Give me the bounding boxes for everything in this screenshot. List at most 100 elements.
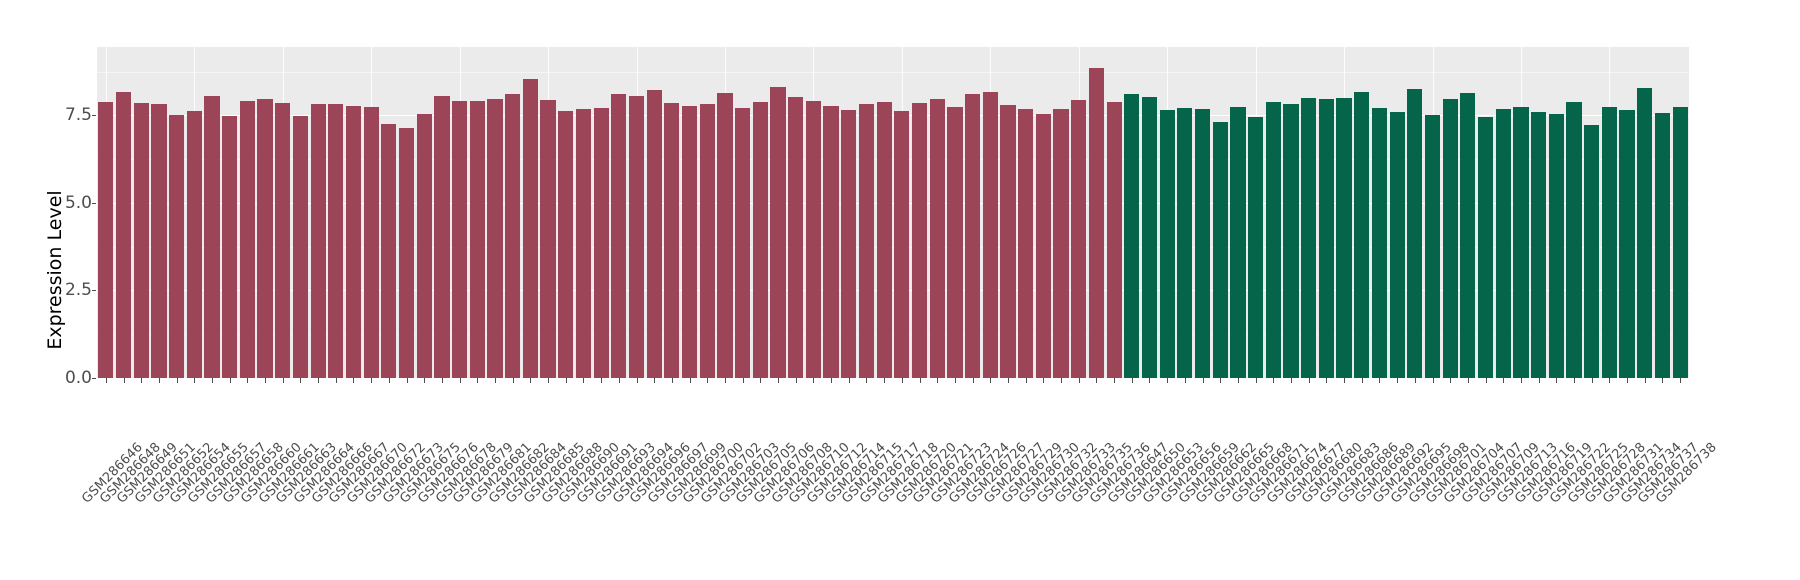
x-tick-mark bbox=[1061, 378, 1063, 383]
bar bbox=[1531, 111, 1547, 378]
bar bbox=[1513, 107, 1529, 378]
x-tick-mark bbox=[1202, 378, 1204, 383]
y-tick-mark bbox=[92, 290, 96, 292]
bar bbox=[98, 102, 114, 378]
bar bbox=[964, 93, 981, 378]
y-tick-mark bbox=[92, 202, 96, 204]
x-tick-mark bbox=[831, 378, 833, 383]
bar bbox=[204, 96, 220, 378]
bar bbox=[805, 100, 821, 378]
bar bbox=[1371, 107, 1388, 378]
x-tick-mark bbox=[176, 378, 178, 383]
x-tick-mark bbox=[1025, 378, 1027, 383]
gridline-major bbox=[97, 202, 1689, 204]
x-tick-mark bbox=[495, 378, 496, 383]
bar bbox=[257, 98, 273, 378]
x-tick-mark bbox=[1397, 378, 1399, 383]
x-tick-mark bbox=[760, 378, 762, 383]
x-tick-mark bbox=[901, 378, 903, 383]
gridline-major bbox=[97, 115, 1689, 117]
x-tick-mark bbox=[1538, 378, 1540, 383]
x-tick-mark bbox=[601, 378, 603, 383]
bar bbox=[1177, 107, 1193, 378]
bar bbox=[841, 110, 857, 378]
x-tick-mark bbox=[1043, 378, 1045, 383]
bar bbox=[522, 78, 538, 378]
bar bbox=[929, 98, 945, 378]
bar bbox=[558, 110, 574, 378]
bar bbox=[1389, 111, 1405, 378]
x-tick-mark bbox=[1503, 378, 1505, 383]
x-tick-mark bbox=[884, 378, 886, 383]
x-tick-mark bbox=[1432, 378, 1434, 383]
x-tick-mark bbox=[1114, 378, 1116, 383]
x-tick-mark bbox=[1149, 378, 1151, 383]
x-tick-mark bbox=[707, 378, 709, 383]
x-tick-mark bbox=[671, 378, 673, 383]
x-tick-mark bbox=[158, 378, 160, 383]
bar bbox=[1018, 108, 1034, 378]
bar bbox=[1424, 114, 1441, 378]
bar bbox=[858, 103, 875, 378]
bar bbox=[222, 116, 238, 378]
bar bbox=[947, 106, 963, 378]
bar bbox=[681, 105, 698, 378]
bar bbox=[1637, 87, 1653, 378]
x-tick-mark bbox=[1131, 378, 1133, 383]
bar bbox=[1124, 94, 1140, 378]
x-tick-mark bbox=[1662, 378, 1664, 383]
x-tick-mark bbox=[1361, 378, 1363, 383]
bar bbox=[186, 111, 202, 378]
bar bbox=[823, 105, 839, 378]
bar bbox=[1301, 98, 1317, 378]
bar bbox=[1053, 108, 1069, 378]
bar bbox=[292, 115, 309, 378]
x-tick-mark bbox=[1556, 378, 1558, 383]
x-tick-mark bbox=[1467, 378, 1469, 383]
bar bbox=[328, 103, 344, 378]
bar bbox=[611, 93, 627, 378]
x-tick-mark bbox=[724, 378, 726, 383]
x-tick-mark bbox=[1291, 378, 1292, 383]
x-tick-mark bbox=[229, 378, 231, 383]
x-tick-mark bbox=[194, 378, 196, 383]
x-tick-mark bbox=[618, 378, 620, 383]
x-tick-mark bbox=[1485, 378, 1487, 383]
x-tick-mark bbox=[141, 378, 143, 383]
x-tick-mark bbox=[1237, 378, 1239, 383]
x-tick-mark bbox=[866, 378, 868, 383]
bar bbox=[1000, 105, 1016, 378]
x-tick-mark bbox=[424, 378, 426, 383]
bar bbox=[911, 103, 928, 378]
bar bbox=[540, 99, 556, 378]
bar bbox=[452, 100, 468, 378]
bar bbox=[770, 87, 786, 378]
x-tick-mark bbox=[1344, 378, 1346, 383]
bar bbox=[398, 127, 415, 378]
x-tick-mark bbox=[1450, 378, 1452, 383]
x-tick-mark bbox=[778, 378, 780, 383]
x-tick-mark bbox=[1627, 378, 1629, 383]
x-tick-mark bbox=[1007, 378, 1009, 383]
bar bbox=[1548, 114, 1564, 378]
bar bbox=[310, 104, 326, 378]
x-tick-mark bbox=[1326, 378, 1328, 383]
gridline-minor bbox=[97, 246, 1689, 248]
y-tick-label: 5.0 bbox=[64, 192, 92, 213]
bar bbox=[505, 94, 521, 378]
bar bbox=[735, 108, 751, 378]
x-axis-ticks bbox=[97, 378, 1689, 384]
x-tick-mark bbox=[990, 378, 992, 383]
bar bbox=[664, 103, 680, 378]
bar bbox=[151, 104, 167, 378]
x-tick-mark bbox=[565, 378, 567, 383]
bar bbox=[1566, 102, 1582, 378]
gridline-major bbox=[97, 290, 1689, 292]
x-tick-mark bbox=[318, 378, 320, 383]
y-tick-mark bbox=[92, 378, 96, 379]
y-tick-mark bbox=[92, 115, 96, 117]
x-tick-mark bbox=[335, 378, 337, 383]
x-tick-mark bbox=[1574, 378, 1576, 383]
bar bbox=[1248, 117, 1264, 378]
